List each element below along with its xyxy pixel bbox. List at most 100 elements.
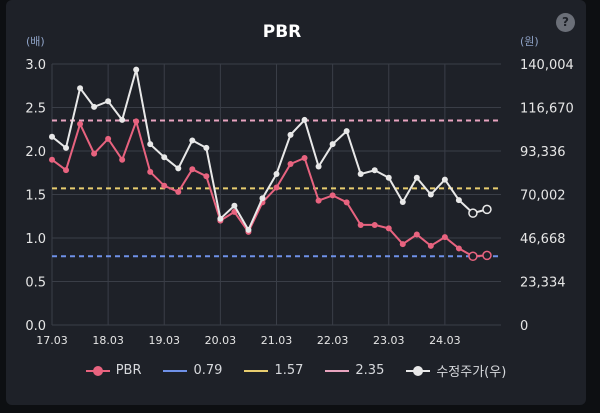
pbr-point [147,168,154,175]
left-tick-label: 0.0 [25,319,46,334]
legend-item[interactable]: 0.79 [163,363,222,378]
right-tick-label: 116,670 [520,102,574,117]
legend-label: 2.35 [355,363,385,378]
pbr-point [161,182,168,189]
legend-item[interactable]: 수정주가(우) [406,361,506,380]
price-point [161,154,168,161]
pbr-point [133,118,140,125]
pbr-point [203,173,210,180]
x-tick-label: 17.03 [36,334,68,347]
left-tick-label: 1.5 [25,189,46,204]
price-point [357,170,364,177]
pbr-point [63,167,70,174]
x-tick-label: 23.03 [373,334,405,347]
price-line [51,69,488,233]
right-tick-label: 46,668 [520,232,566,247]
pbr-point [385,225,392,232]
right-tick-label: 23,334 [520,276,566,291]
legend-item[interactable]: 1.57 [244,363,303,378]
price-point [287,131,294,138]
legend-swatch [163,366,188,376]
legend-swatch [406,365,431,376]
pbr-point [77,121,84,128]
chart-card: PBR ? 3.0 140,004 2.5 116,670 2.0 93,336 1.5 70… [6,0,586,405]
pbr-point [91,150,98,157]
price-point [231,202,238,209]
price-point [175,165,182,172]
left-tick-label: 3.0 [25,58,46,73]
price-point [301,116,308,123]
x-tick-label: 24.03 [429,334,461,347]
right-tick-label: 140,004 [520,58,574,73]
legend-label: 0.79 [193,363,223,378]
pbr-point [399,241,406,248]
legend-item[interactable]: 2.35 [325,363,384,378]
pbr-point [287,161,294,168]
pbr-point [49,156,55,163]
legend-swatch [244,366,269,376]
pbr-point [413,231,420,238]
pbr-point [105,135,112,142]
price-point [91,103,98,110]
price-point [133,66,140,73]
price-point [371,167,378,174]
price-point [413,174,420,181]
price-point [315,163,322,170]
pbr-point [175,188,182,195]
price-point [217,215,224,222]
pbr-point [371,221,378,228]
pbr-point [357,221,364,228]
price-point [147,141,154,148]
pbr-point [468,251,478,262]
legend-label: PBR [115,363,142,378]
price-point [63,144,70,151]
right-tick-label: 70,002 [520,189,566,204]
pbr-chart: 3.0 140,004 2.5 116,670 2.0 93,336 1.5 70,002 1.… [25,35,574,347]
x-tick-label: 20.03 [205,334,237,347]
legend-swatch [85,365,110,376]
x-tick-label: 21.03 [261,334,293,347]
price-point [105,98,112,105]
right-tick-label: 93,336 [520,145,566,160]
pbr-point [482,250,492,261]
pbr-point [231,208,238,215]
price-point [399,198,406,205]
pbr-point [301,154,308,161]
price-point [273,170,280,177]
price-point [77,85,84,92]
x-tick-label: 22.03 [317,334,349,347]
pbr-point [273,184,280,191]
pbr-point [189,166,196,173]
legend-label: 수정주가(우) [436,365,507,380]
price-point [49,133,55,140]
pbr-point [343,199,350,206]
price-point [329,141,336,148]
pbr-point [315,197,322,204]
price-point [245,226,252,233]
x-tick-label: 19.03 [149,334,181,347]
pbr-point [455,245,462,252]
pbr-point [441,234,448,241]
price-point [385,174,392,181]
price-point [482,204,492,215]
price-point [119,116,126,123]
left-tick-label: 1.0 [25,232,46,247]
price-point [427,191,434,198]
x-tick-label: 18.03 [92,334,124,347]
left-tick-label: 2.5 [25,102,46,117]
pbr-point [427,242,434,249]
legend-swatch [325,366,350,376]
price-point [441,176,448,183]
help-icon[interactable]: ? [556,13,575,32]
pbr-point [329,192,336,199]
price-point [455,197,462,204]
right-tick-label: 0 [520,319,528,334]
pbr-point [119,156,126,163]
legend-item[interactable]: PBR [85,363,142,378]
left-tick-label: 0.5 [25,276,46,291]
chart-legend: PBR 0.79 1.57 2.35 수정주가(우) [6,361,586,380]
price-point [259,195,266,202]
right-axis-unit: (원) [520,35,539,48]
chart-title: PBR [262,22,302,42]
left-tick-label: 2.0 [25,145,46,160]
